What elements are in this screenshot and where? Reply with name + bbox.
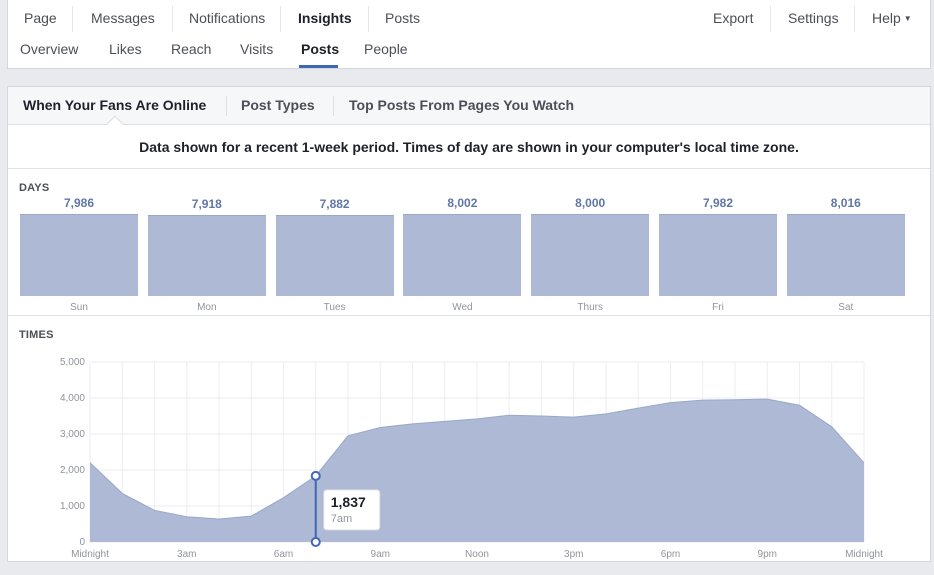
tooltip-value: 1,837 xyxy=(331,494,366,510)
time-zone-notice: Data shown for a recent 1-week period. T… xyxy=(8,125,930,169)
tooltip-box xyxy=(323,489,381,531)
hover-baseline-point xyxy=(310,537,321,547)
nav-settings[interactable]: Settings xyxy=(788,10,839,26)
x-tick-label: Midnight xyxy=(845,549,883,560)
nav-export[interactable]: Export xyxy=(713,10,754,26)
day-label-fri: Fri xyxy=(712,302,724,313)
day-value-thurs: 8,000 xyxy=(575,196,606,211)
x-tick-label: Midnight xyxy=(71,549,109,560)
x-tick-label: Noon xyxy=(465,549,489,560)
day-label-thurs: Thurs xyxy=(577,302,603,313)
days-label: DAYS xyxy=(19,182,50,194)
caret-down-icon: ▼ xyxy=(903,14,912,23)
active-tab-indicator xyxy=(299,65,338,68)
x-tick-label: 6pm xyxy=(661,549,680,560)
x-tick-label: 3pm xyxy=(564,549,583,560)
nav-page[interactable]: Page xyxy=(24,10,57,26)
nav-notifications[interactable]: Notifications xyxy=(189,10,266,26)
subnav-people[interactable]: People xyxy=(364,41,408,57)
y-tick-label: 5,000 xyxy=(60,357,85,368)
hover-point[interactable] xyxy=(310,470,321,481)
day-label-sat: Sat xyxy=(838,302,854,313)
subnav-likes[interactable]: Likes xyxy=(109,41,142,57)
subnav-overview[interactable]: Overview xyxy=(20,41,79,57)
nav-messages[interactable]: Messages xyxy=(91,10,155,26)
y-tick-label: 1,000 xyxy=(60,501,85,512)
x-tick-label: 6am xyxy=(274,549,293,560)
day-bar-tues[interactable] xyxy=(275,215,394,296)
tooltip-label: 7am xyxy=(331,513,352,525)
day-label-sun: Sun xyxy=(70,302,88,313)
card-tabs: When Your Fans Are Online Post Types Top… xyxy=(8,87,930,125)
y-tick-label: 4,000 xyxy=(60,393,85,404)
nav-insights[interactable]: Insights xyxy=(298,10,352,26)
day-label-tues: Tues xyxy=(323,302,346,313)
nav-posts[interactable]: Posts xyxy=(385,10,421,26)
y-tick-label: 0 xyxy=(79,537,85,548)
help-label: Help xyxy=(872,10,901,26)
day-bar-sun[interactable] xyxy=(20,214,138,296)
x-tick-label: 9am xyxy=(371,549,390,560)
tab-post-types[interactable]: Post Types xyxy=(241,97,315,113)
subnav-posts[interactable]: Posts xyxy=(301,41,340,57)
day-value-tues: 7,882 xyxy=(319,197,350,211)
y-tick-label: 3,000 xyxy=(60,429,85,440)
times-label: TIMES xyxy=(19,329,54,341)
tab-top-posts[interactable]: Top Posts From Pages You Watch xyxy=(349,97,575,113)
fans-online-card: When Your Fans Are Online Post Types Top… xyxy=(7,86,931,562)
page-top-nav: Page Messages Notifications Insights Pos… xyxy=(7,0,931,41)
area-outline xyxy=(89,398,865,520)
day-value-fri: 7,982 xyxy=(702,196,734,211)
insights-sub-nav: Overview Likes Reach Visits Posts People xyxy=(7,40,931,69)
day-value-mon: 7,918 xyxy=(191,196,222,211)
day-bar-thurs[interactable] xyxy=(531,214,650,296)
day-label-mon: Mon xyxy=(197,302,217,313)
y-tick-label: 2,000 xyxy=(60,465,85,476)
subnav-visits[interactable]: Visits xyxy=(240,41,274,57)
day-value-sat: 8,016 xyxy=(830,196,861,211)
day-bar-fri[interactable] xyxy=(659,214,777,296)
nav-help[interactable]: Help ▼ xyxy=(872,0,912,40)
day-label-wed: Wed xyxy=(452,302,473,313)
x-tick-label: 3am xyxy=(177,549,196,560)
area-series xyxy=(90,399,864,542)
day-bar-sat[interactable] xyxy=(786,214,905,296)
day-value-wed: 8,002 xyxy=(447,196,478,211)
day-bar-mon[interactable] xyxy=(147,214,266,296)
times-area-chart: 0 1,000 2,000 3,000 4,000 5,000 Midnight 3am 6am… xyxy=(60,357,883,560)
x-tick-label: 9pm xyxy=(758,549,777,560)
tab-when-fans-online[interactable]: When Your Fans Are Online xyxy=(23,97,207,113)
subnav-reach[interactable]: Reach xyxy=(171,41,212,57)
day-value-sun: 7,986 xyxy=(63,196,95,211)
day-bar-wed[interactable] xyxy=(403,214,522,296)
